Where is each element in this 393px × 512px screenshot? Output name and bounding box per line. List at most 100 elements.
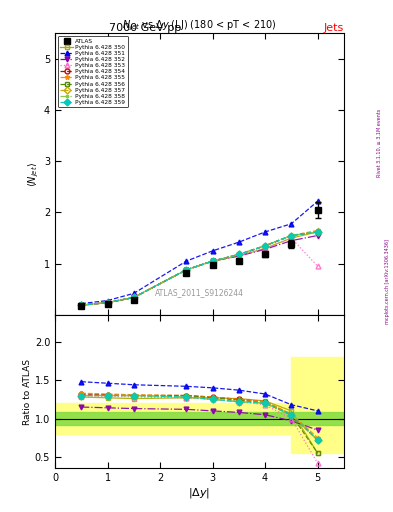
Line: Pythia 6.428 355: Pythia 6.428 355 [79,228,320,308]
Pythia 6.428 353 [315,263,320,269]
Pythia 6.428 352 [237,253,241,259]
Pythia 6.428 359 [210,258,215,264]
Pythia 6.428 355 [237,251,241,258]
Pythia 6.428 357 [131,294,136,301]
Pythia 6.428 357 [79,302,84,308]
Pythia 6.428 357 [263,243,268,249]
Pythia 6.428 355 [105,300,110,306]
Pythia 6.428 356 [210,258,215,264]
Pythia 6.428 352 [210,258,215,264]
Pythia 6.428 356 [263,243,268,249]
Pythia 6.428 353 [79,302,84,308]
Pythia 6.428 356 [315,229,320,235]
Pythia 6.428 353 [184,267,189,273]
Pythia 6.428 352 [289,238,294,244]
Pythia 6.428 352 [263,246,268,252]
Pythia 6.428 353 [105,300,110,306]
Pythia 6.428 354 [289,232,294,239]
Pythia 6.428 350 [184,267,189,273]
Pythia 6.428 358 [184,267,189,273]
Line: Pythia 6.428 356: Pythia 6.428 356 [79,229,320,308]
Pythia 6.428 354 [237,251,241,258]
Pythia 6.428 356 [79,302,84,308]
Pythia 6.428 359 [184,267,189,273]
Pythia 6.428 353 [131,294,136,301]
Pythia 6.428 357 [289,232,294,239]
Pythia 6.428 355 [315,227,320,233]
Text: 7000 GeV pp: 7000 GeV pp [109,23,182,33]
Pythia 6.428 352 [131,294,136,301]
Pythia 6.428 351 [105,297,110,304]
Pythia 6.428 351 [237,239,241,245]
Pythia 6.428 352 [105,300,110,306]
Line: Pythia 6.428 359: Pythia 6.428 359 [79,229,320,308]
Pythia 6.428 350 [289,235,294,241]
Pythia 6.428 356 [105,300,110,306]
Pythia 6.428 354 [105,300,110,306]
Pythia 6.428 356 [131,294,136,301]
Pythia 6.428 359 [237,251,241,258]
Pythia 6.428 353 [289,235,294,241]
Pythia 6.428 352 [184,267,189,273]
Pythia 6.428 351 [263,229,268,235]
Line: Pythia 6.428 357: Pythia 6.428 357 [79,229,320,308]
Y-axis label: Ratio to ATLAS: Ratio to ATLAS [23,359,32,424]
Pythia 6.428 351 [184,258,189,264]
Pythia 6.428 358 [79,302,84,308]
Pythia 6.428 359 [315,229,320,235]
Pythia 6.428 350 [263,245,268,251]
Pythia 6.428 358 [237,251,241,258]
Pythia 6.428 352 [315,232,320,239]
Pythia 6.428 353 [237,253,241,259]
Line: Pythia 6.428 358: Pythia 6.428 358 [79,229,320,308]
Pythia 6.428 350 [105,300,110,306]
Pythia 6.428 358 [263,243,268,249]
Pythia 6.428 358 [289,232,294,239]
Pythia 6.428 359 [131,294,136,301]
Pythia 6.428 358 [315,229,320,235]
Pythia 6.428 351 [79,301,84,307]
Pythia 6.428 355 [263,243,268,249]
Pythia 6.428 350 [315,229,320,235]
Pythia 6.428 354 [79,302,84,308]
Pythia 6.428 359 [79,302,84,308]
Pythia 6.428 357 [237,251,241,258]
Text: Rivet 3.1.10, ≥ 3.1M events: Rivet 3.1.10, ≥ 3.1M events [377,109,382,178]
Line: Pythia 6.428 354: Pythia 6.428 354 [79,229,320,308]
Pythia 6.428 357 [210,258,215,264]
Pythia 6.428 354 [131,294,136,301]
Pythia 6.428 351 [289,221,294,227]
Pythia 6.428 351 [315,198,320,204]
Pythia 6.428 355 [79,302,84,308]
Legend: ATLAS, Pythia 6.428 350, Pythia 6.428 351, Pythia 6.428 352, Pythia 6.428 353, P: ATLAS, Pythia 6.428 350, Pythia 6.428 35… [58,36,128,108]
Pythia 6.428 355 [210,258,215,264]
Text: mcplots.cern.ch [arXiv:1306.3436]: mcplots.cern.ch [arXiv:1306.3436] [385,239,389,324]
Pythia 6.428 356 [289,232,294,239]
Pythia 6.428 354 [263,243,268,249]
Pythia 6.428 356 [184,267,189,273]
X-axis label: $|\Delta y|$: $|\Delta y|$ [188,486,211,500]
Pythia 6.428 359 [263,243,268,249]
Pythia 6.428 357 [184,267,189,273]
Pythia 6.428 354 [315,229,320,235]
Pythia 6.428 357 [315,229,320,235]
Pythia 6.428 350 [131,294,136,301]
Pythia 6.428 359 [105,300,110,306]
Pythia 6.428 355 [289,232,294,239]
Pythia 6.428 353 [263,245,268,251]
Line: Pythia 6.428 352: Pythia 6.428 352 [79,233,320,308]
Text: Jets: Jets [323,23,344,33]
Line: Pythia 6.428 350: Pythia 6.428 350 [79,229,320,308]
Pythia 6.428 355 [184,267,189,273]
Text: ATLAS_2011_S9126244: ATLAS_2011_S9126244 [155,288,244,297]
Pythia 6.428 358 [210,258,215,264]
Pythia 6.428 350 [237,253,241,259]
Title: $N_{jet}$ vs $\Delta y$ (LJ) (180 < pT < 210): $N_{jet}$ vs $\Delta y$ (LJ) (180 < pT <… [122,19,277,33]
Pythia 6.428 354 [210,258,215,264]
Pythia 6.428 358 [105,300,110,306]
Pythia 6.428 357 [105,300,110,306]
Pythia 6.428 359 [289,232,294,239]
Pythia 6.428 355 [131,294,136,301]
Line: Pythia 6.428 353: Pythia 6.428 353 [79,236,320,308]
Pythia 6.428 351 [131,290,136,296]
